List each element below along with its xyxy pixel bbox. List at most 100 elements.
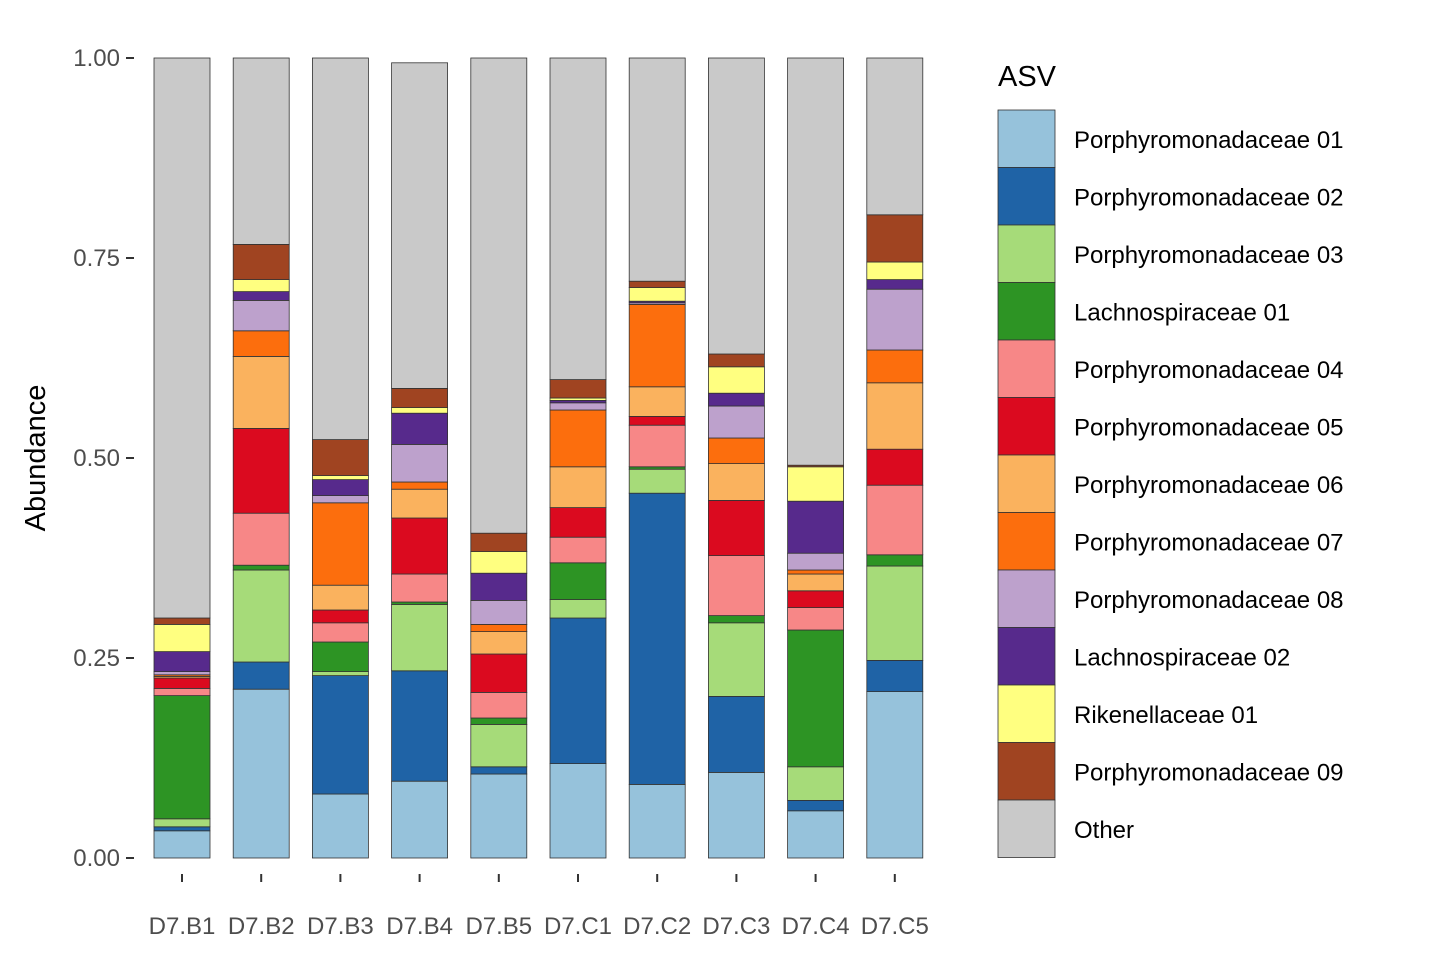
bar-segment-d7-b1-lachnospiraceae-01 xyxy=(153,695,211,820)
bar-segment-d7-b4-porphyromonadaceae-03 xyxy=(391,604,449,672)
bar-stack-d7-b5 xyxy=(470,57,528,859)
bar-segment-d7-b4-porphyromonadaceae-05 xyxy=(391,517,449,575)
bar-segment-d7-c5-lachnospiraceae-01 xyxy=(866,554,924,567)
legend-label-porphyromonadaceae-02: Porphyromonadaceae 02 xyxy=(1074,184,1344,211)
bar-segment-d7-b5-rikenellaceae-01 xyxy=(470,551,528,574)
bar-segment-d7-b5-other xyxy=(470,57,528,534)
bar-stack-d7-b1 xyxy=(153,57,211,859)
bar-segment-d7-b4-other xyxy=(391,62,449,389)
legend-key-porphyromonadaceae-03 xyxy=(997,224,1056,283)
x-tick-label-d7-b5: D7.B5 xyxy=(465,913,532,940)
bar-segment-d7-b5-porphyromonadaceae-01 xyxy=(470,773,528,859)
bar-segment-d7-c1-porphyromonadaceae-06 xyxy=(549,466,607,508)
bar-segment-d7-c5-lachnospiraceae-02 xyxy=(866,279,924,290)
bar-segment-d7-b3-lachnospiraceae-01 xyxy=(311,641,369,673)
bar-segment-d7-b2-porphyromonadaceae-06 xyxy=(232,355,290,429)
bar-stack-d7-c3 xyxy=(708,57,765,859)
bar-segment-d7-b3-porphyromonadaceae-05 xyxy=(311,609,369,624)
legend-label-rikenellaceae-01: Rikenellaceae 01 xyxy=(1074,702,1258,729)
bar-stack-d7-b3 xyxy=(311,57,369,859)
bar-stack-d7-b2 xyxy=(232,57,290,859)
bar-segment-d7-c1-porphyromonadaceae-09 xyxy=(549,379,607,399)
bar-segment-d7-c2-porphyromonadaceae-06 xyxy=(628,386,686,417)
bar-segment-d7-c2-porphyromonadaceae-04 xyxy=(628,424,686,468)
bar-segment-d7-c2-porphyromonadaceae-03 xyxy=(628,468,686,494)
bar-segment-d7-c5-porphyromonadaceae-01 xyxy=(866,691,924,859)
bar-segment-d7-b3-porphyromonadaceae-02 xyxy=(311,675,369,795)
bar-segment-d7-b4-porphyromonadaceae-06 xyxy=(391,488,449,519)
x-axis: D7.B1 D7.B2 D7.B3 D7.B4 D7.B5 D7.C1 D7.C2 D7.C3… xyxy=(149,874,929,940)
bar-segment-d7-b1-porphyromonadaceae-08 xyxy=(153,671,211,676)
bar-segment-d7-b2-porphyromonadaceae-02 xyxy=(232,661,290,690)
bar-stack-d7-c5 xyxy=(866,57,924,859)
bar-segment-d7-b4-lachnospiraceae-02 xyxy=(391,412,449,445)
legend-label-porphyromonadaceae-03: Porphyromonadaceae 03 xyxy=(1074,242,1344,269)
bar-segment-d7-c4-porphyromonadaceae-08 xyxy=(787,552,844,571)
bar-segment-d7-c4-porphyromonadaceae-01 xyxy=(787,810,844,859)
bar-segment-d7-b1-porphyromonadaceae-09 xyxy=(153,617,211,625)
legend-key-porphyromonadaceae-08 xyxy=(997,569,1056,628)
bar-segment-d7-b2-porphyromonadaceae-03 xyxy=(232,569,290,663)
x-tick-label-d7-b2: D7.B2 xyxy=(228,913,295,940)
legend-key-lachnospiraceae-02 xyxy=(997,627,1056,686)
y-tick-label: 0.50 xyxy=(73,445,120,472)
bar-segment-d7-c5-porphyromonadaceae-04 xyxy=(866,484,924,556)
y-tick-label: 1.00 xyxy=(73,45,120,72)
bar-segment-d7-b5-porphyromonadaceae-05 xyxy=(470,653,528,693)
bar-segment-d7-b5-porphyromonadaceae-09 xyxy=(470,532,528,553)
bar-segment-d7-c1-porphyromonadaceae-02 xyxy=(549,617,607,765)
x-tick-label-d7-b3: D7.B3 xyxy=(307,913,374,940)
bar-segment-d7-b1-other xyxy=(153,57,211,619)
bar-segment-d7-b5-porphyromonadaceae-03 xyxy=(470,724,528,768)
bar-segment-d7-c3-lachnospiraceae-02 xyxy=(708,392,765,407)
bar-segment-d7-c3-porphyromonadaceae-05 xyxy=(708,499,765,556)
bar-segment-d7-c2-other xyxy=(628,57,686,282)
bar-segment-d7-c3-porphyromonadaceae-02 xyxy=(708,696,765,773)
legend-label-lachnospiraceae-01: Lachnospiraceae 01 xyxy=(1074,299,1290,326)
bar-segment-d7-c2-porphyromonadaceae-09 xyxy=(628,280,686,289)
y-tick-label: 0.00 xyxy=(73,845,120,872)
bar-segment-d7-c5-porphyromonadaceae-09 xyxy=(866,214,924,263)
bar-segment-d7-b5-porphyromonadaceae-02 xyxy=(470,766,528,775)
bar-segment-d7-c3-porphyromonadaceae-06 xyxy=(708,463,765,501)
bar-segment-d7-c2-porphyromonadaceae-01 xyxy=(628,784,686,859)
bar-segment-d7-b4-rikenellaceae-01 xyxy=(391,407,449,414)
y-tick-label: 0.25 xyxy=(73,645,120,672)
bar-segment-d7-b4-porphyromonadaceae-07 xyxy=(391,481,449,490)
bar-segment-d7-c1-lachnospiraceae-01 xyxy=(549,562,607,600)
legend-key-other xyxy=(997,799,1056,858)
legend-key-porphyromonadaceae-04 xyxy=(997,339,1056,398)
bar-segment-d7-c3-porphyromonadaceae-09 xyxy=(708,353,765,368)
x-tick-label-d7-c2: D7.C2 xyxy=(623,913,691,940)
bar-segment-d7-b2-porphyromonadaceae-01 xyxy=(232,688,290,859)
legend-label-other: Other xyxy=(1074,817,1134,844)
legend-label-lachnospiraceae-02: Lachnospiraceae 02 xyxy=(1074,644,1290,671)
bar-segment-d7-c3-porphyromonadaceae-07 xyxy=(708,437,765,465)
bar-segment-d7-b4-porphyromonadaceae-02 xyxy=(391,670,449,782)
bar-segment-d7-b4-porphyromonadaceae-01 xyxy=(391,780,449,859)
bar-segment-d7-c4-porphyromonadaceae-04 xyxy=(787,607,844,631)
bar-segment-d7-b5-porphyromonadaceae-06 xyxy=(470,631,528,655)
legend-key-porphyromonadaceae-05 xyxy=(997,397,1056,456)
bar-segment-d7-c2-porphyromonadaceae-07 xyxy=(628,303,686,388)
legend: ASV Porphyromonadaceae 01 Porphyromonadac… xyxy=(997,61,1344,858)
bar-segment-d7-c1-porphyromonadaceae-03 xyxy=(549,599,607,619)
bar-stack-d7-b4 xyxy=(391,62,449,859)
bar-segment-d7-c5-porphyromonadaceae-08 xyxy=(866,288,924,351)
bar-segment-d7-c3-porphyromonadaceae-01 xyxy=(708,772,765,859)
bar-segment-d7-c3-other xyxy=(708,57,765,355)
legend-label-porphyromonadaceae-05: Porphyromonadaceae 05 xyxy=(1074,414,1344,441)
legend-label-porphyromonadaceae-04: Porphyromonadaceae 04 xyxy=(1074,357,1344,384)
bar-segment-d7-b3-porphyromonadaceae-07 xyxy=(311,502,369,586)
bar-segment-d7-b5-porphyromonadaceae-08 xyxy=(470,600,528,625)
legend-key-porphyromonadaceae-02 xyxy=(997,167,1056,226)
bar-segment-d7-b2-porphyromonadaceae-05 xyxy=(232,427,290,514)
bar-segment-d7-b3-lachnospiraceae-02 xyxy=(311,479,369,497)
bar-segment-d7-b2-porphyromonadaceae-07 xyxy=(232,330,290,357)
x-tick-label-d7-c5: D7.C5 xyxy=(861,913,929,940)
bar-segment-d7-c3-lachnospiraceae-01 xyxy=(708,615,765,624)
bar-segment-d7-c2-porphyromonadaceae-05 xyxy=(628,415,686,426)
bar-segment-d7-b2-porphyromonadaceae-09 xyxy=(232,243,290,280)
x-tick-label-d7-c4: D7.C4 xyxy=(782,913,850,940)
